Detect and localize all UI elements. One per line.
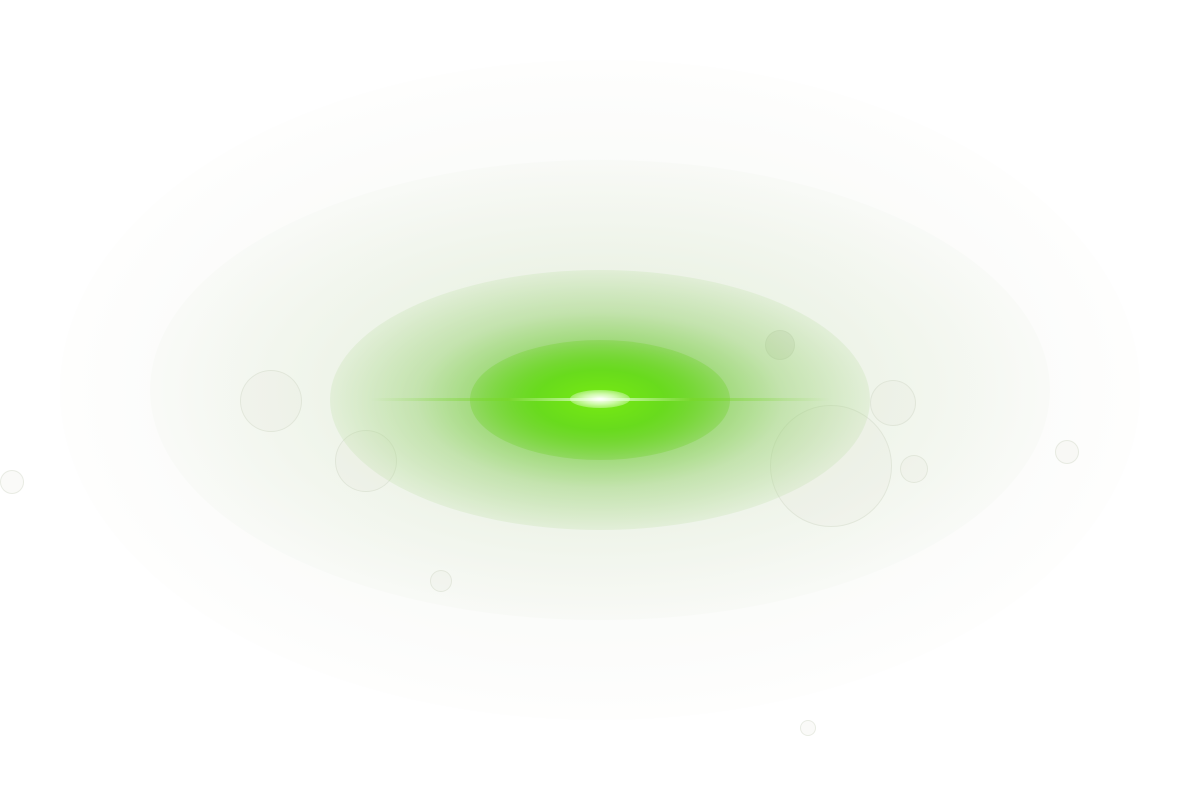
- bokeh-circle: [765, 330, 795, 360]
- bokeh-circle: [240, 370, 302, 432]
- bokeh-circle: [870, 380, 916, 426]
- bokeh-circle: [1055, 440, 1079, 464]
- outer-haze: [60, 60, 1140, 720]
- bokeh-circle: [335, 430, 397, 492]
- horizontal-light-streak: [370, 398, 830, 401]
- bokeh-circle: [770, 405, 892, 527]
- bokeh-circle: [430, 570, 452, 592]
- bokeh-circle: [900, 455, 928, 483]
- bokeh-circle: [800, 720, 816, 736]
- bokeh-circle: [0, 470, 24, 494]
